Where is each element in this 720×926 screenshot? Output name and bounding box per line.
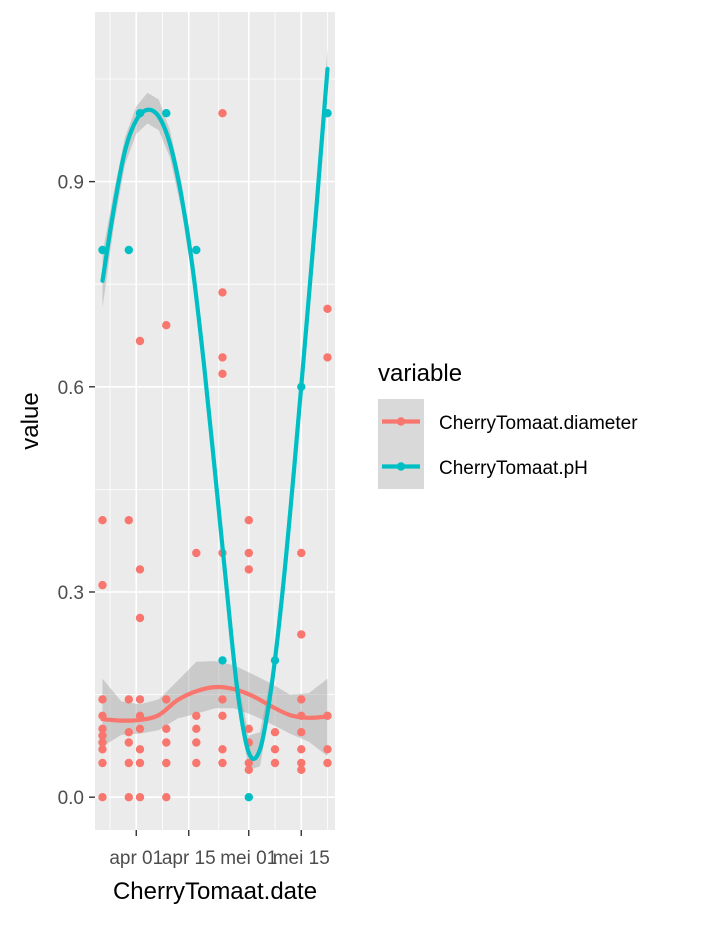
point-diameter — [244, 548, 253, 558]
point-diameter — [297, 745, 306, 754]
x-tick-label: apr 15 — [162, 848, 216, 869]
point-ph — [192, 245, 201, 255]
legend-key-point-ph — [396, 462, 406, 471]
point-diameter — [297, 695, 306, 704]
y-tick-label: 0.9 — [58, 173, 84, 194]
point-diameter — [98, 745, 107, 754]
point-diameter — [218, 695, 227, 704]
point-diameter — [218, 758, 227, 768]
point-diameter — [98, 580, 107, 590]
point-diameter — [244, 565, 253, 574]
point-diameter — [270, 745, 280, 754]
point-diameter — [135, 613, 145, 623]
point-diameter — [124, 695, 133, 704]
point-diameter — [98, 793, 107, 802]
point-diameter — [135, 724, 145, 733]
legend: variable CherryTomaat.diameter CherryTom… — [378, 360, 638, 489]
x-tick-label: mei 01 — [220, 848, 277, 869]
x-tick-label: mei 15 — [273, 848, 330, 869]
point-diameter — [124, 516, 133, 525]
legend-label-ph: CherryTomaat.pH — [439, 458, 588, 479]
plot-panel — [95, 12, 335, 830]
legend-label-diameter: CherryTomaat.diameter — [439, 413, 638, 434]
point-diameter — [323, 304, 332, 313]
legend-keys — [378, 399, 424, 489]
point-diameter — [135, 745, 145, 754]
point-diameter — [162, 793, 171, 802]
point-diameter — [218, 369, 227, 378]
point-diameter — [192, 738, 201, 747]
y-tick-label: 0.3 — [58, 583, 84, 604]
legend-title: variable — [378, 360, 462, 387]
point-diameter — [297, 758, 306, 768]
point-diameter — [124, 728, 133, 737]
smooth-line-diameter — [100, 684, 330, 723]
point-diameter — [124, 793, 133, 802]
point-diameter — [192, 711, 201, 720]
point-diameter — [218, 353, 227, 362]
point-diameter — [218, 745, 227, 754]
point-diameter — [323, 353, 332, 362]
point-diameter — [270, 758, 280, 768]
smooth-lines — [100, 66, 330, 761]
point-diameter — [244, 516, 253, 525]
point-diameter — [244, 765, 253, 774]
point-diameter — [98, 516, 107, 525]
point-diameter — [135, 793, 145, 802]
point-diameter — [218, 711, 227, 720]
legend-key-point-diameter — [396, 417, 406, 426]
y-tick-label: 0.6 — [58, 378, 84, 399]
point-diameter — [192, 724, 201, 733]
point-diameter — [162, 695, 171, 704]
point-diameter — [135, 695, 145, 704]
point-diameter — [98, 738, 107, 747]
point-diameter — [218, 109, 227, 118]
point-ph — [124, 245, 133, 255]
point-diameter — [297, 548, 306, 558]
point-diameter — [297, 728, 306, 737]
point-diameter — [192, 548, 201, 558]
point-diameter — [135, 758, 145, 768]
point-ph — [98, 245, 107, 255]
point-diameter — [98, 731, 107, 740]
point-diameter — [297, 630, 306, 639]
point-diameter — [218, 288, 227, 297]
y-axis-title: value — [17, 392, 44, 449]
y-tick-label: 0.0 — [58, 788, 84, 809]
point-diameter — [124, 738, 133, 747]
point-diameter — [124, 758, 133, 768]
point-diameter — [162, 758, 171, 768]
point-diameter — [323, 758, 332, 768]
point-diameter — [162, 738, 171, 747]
point-ph — [162, 109, 171, 118]
point-ph — [218, 656, 227, 665]
x-tick-label: apr 01 — [109, 848, 163, 869]
point-diameter — [98, 758, 107, 768]
point-diameter — [244, 724, 253, 733]
point-ph — [244, 793, 253, 802]
point-diameter — [135, 336, 145, 346]
point-diameter — [162, 321, 171, 330]
point-diameter — [162, 724, 171, 733]
point-diameter — [135, 565, 145, 574]
point-diameter — [192, 758, 201, 768]
x-axis-title: CherryTomaat.date — [113, 878, 317, 905]
point-diameter — [244, 758, 253, 768]
point-diameter — [98, 695, 107, 704]
point-diameter — [98, 724, 107, 733]
point-diameter — [323, 745, 332, 754]
smooth-line-ph — [100, 66, 330, 761]
point-diameter — [297, 765, 306, 774]
point-diameter — [270, 728, 280, 737]
y-axis: 0.0 0.3 0.6 0.9 — [58, 173, 95, 809]
